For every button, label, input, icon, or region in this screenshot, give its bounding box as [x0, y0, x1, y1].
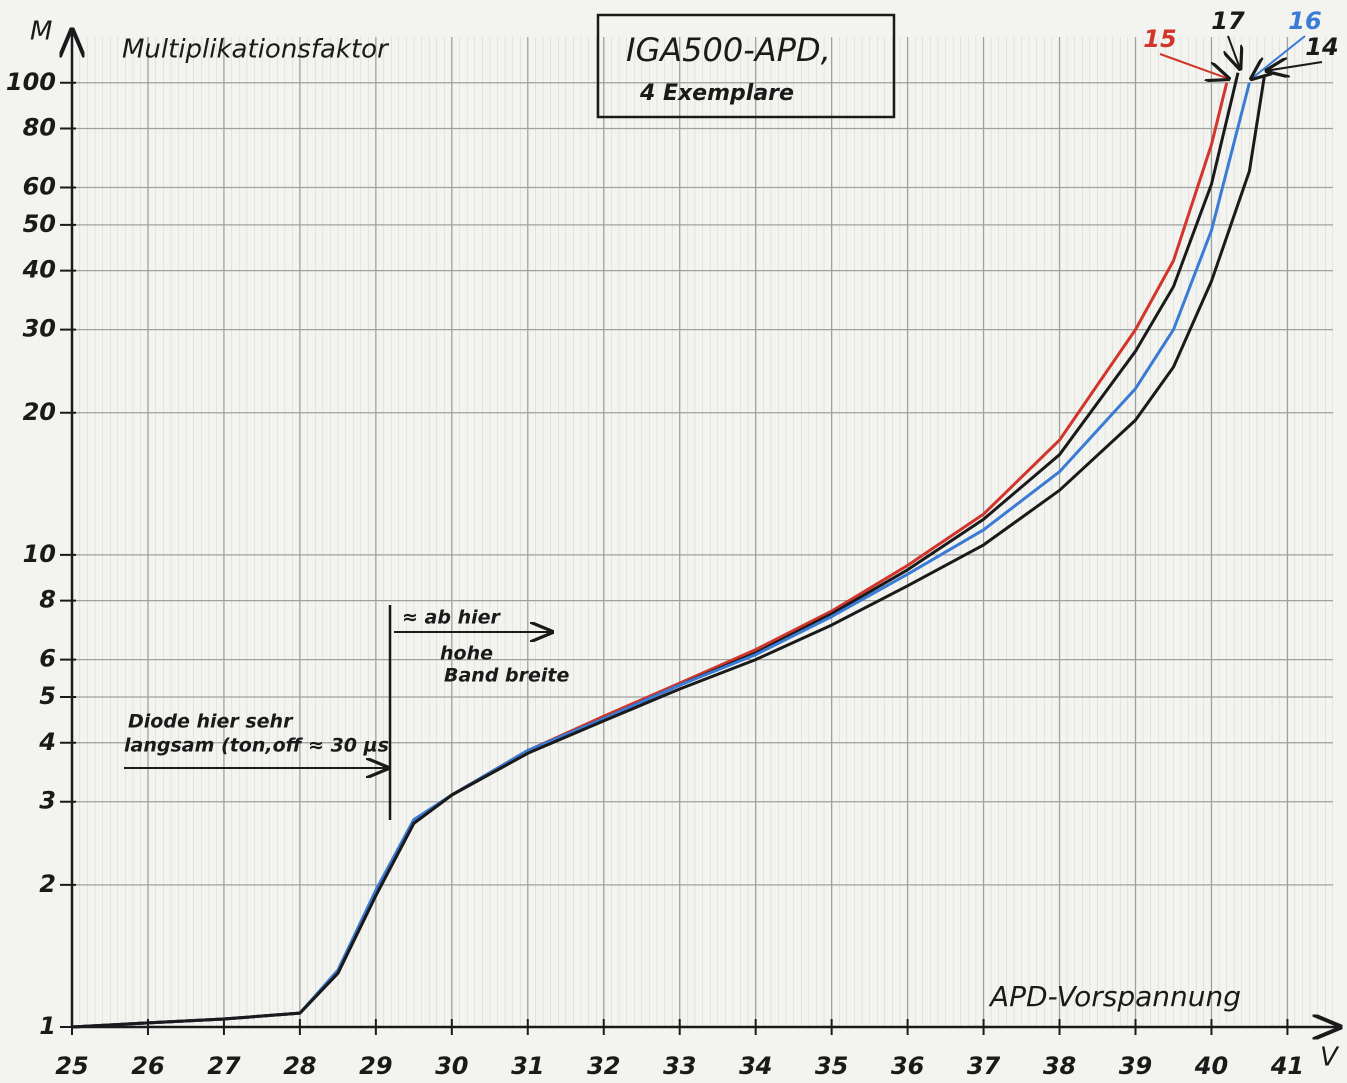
x-tick-label: 39 [1119, 1052, 1152, 1080]
y-tick-label: 8 [39, 586, 56, 614]
y-tick-label: 10 [23, 540, 56, 568]
x-tick-label: 40 [1194, 1052, 1228, 1080]
x-tick-label: 29 [359, 1052, 392, 1080]
x-unit: V [1320, 1043, 1340, 1073]
series-label: 17 [1211, 7, 1245, 35]
x-tick-label: 26 [131, 1052, 164, 1080]
series-label-arrow [1228, 35, 1240, 69]
y-tick-label: 3 [39, 787, 56, 815]
series-label: 16 [1288, 7, 1321, 35]
x-tick-label: 33 [663, 1052, 696, 1080]
y-tick-label: 2 [39, 870, 56, 898]
curves [71, 72, 1267, 1029]
annotation: langsam (ton,off ≈ 30 µs [124, 735, 389, 757]
y-tick-label: 100 [6, 68, 56, 96]
x-tick-label: 30 [435, 1052, 468, 1080]
y-tick-label: 60 [23, 172, 56, 200]
y-tick-label: 20 [23, 398, 56, 426]
x-axis-label: APD-Vorspannung [988, 980, 1241, 1013]
y-tick-label: 6 [39, 645, 56, 673]
curve [71, 74, 1267, 1029]
y-tick-label: 80 [23, 114, 56, 142]
x-tick-label: 36 [891, 1052, 924, 1080]
x-tick-label: 25 [55, 1052, 88, 1080]
series-label-arrow [1159, 53, 1229, 79]
annotation: Band breite [444, 665, 569, 687]
x-tick-label: 34 [739, 1052, 772, 1080]
y-tick-label: 50 [23, 210, 56, 238]
series-label: 15 [1143, 25, 1176, 53]
x-tick-label: 37 [967, 1052, 1001, 1080]
y-axis-label: M [30, 17, 52, 47]
chart-subtitle: 4 Exemplare [639, 81, 794, 106]
series-label-arrow [1251, 35, 1306, 79]
paper-grid [72, 37, 1333, 1027]
y-tick-label: 4 [38, 728, 56, 756]
x-tick-label: 28 [283, 1052, 316, 1080]
y-tick-label: 5 [39, 682, 56, 710]
x-tick-label: 38 [1043, 1052, 1076, 1080]
x-tick-label: 27 [207, 1052, 241, 1080]
y-caption: Multiplikationsfaktor [122, 35, 390, 65]
annotation: hohe [440, 643, 493, 665]
x-tick-label: 31 [511, 1052, 544, 1080]
series-label-arrow [1267, 62, 1323, 71]
title-box [596, 13, 896, 119]
x-tick-label: 41 [1270, 1052, 1304, 1080]
grid [71, 37, 1333, 1028]
y-tick-label: 1 [39, 1012, 56, 1040]
chart-title: IGA500-APD, [626, 31, 831, 69]
annotation: Diode hier sehr [128, 711, 294, 733]
x-tick-label: 35 [815, 1052, 848, 1080]
annotation: ≈ ab hier [402, 607, 501, 629]
y-tick-label: 40 [22, 256, 56, 284]
series-label: 14 [1305, 33, 1338, 61]
y-tick-label: 30 [23, 315, 56, 343]
x-tick-label: 32 [587, 1052, 620, 1080]
